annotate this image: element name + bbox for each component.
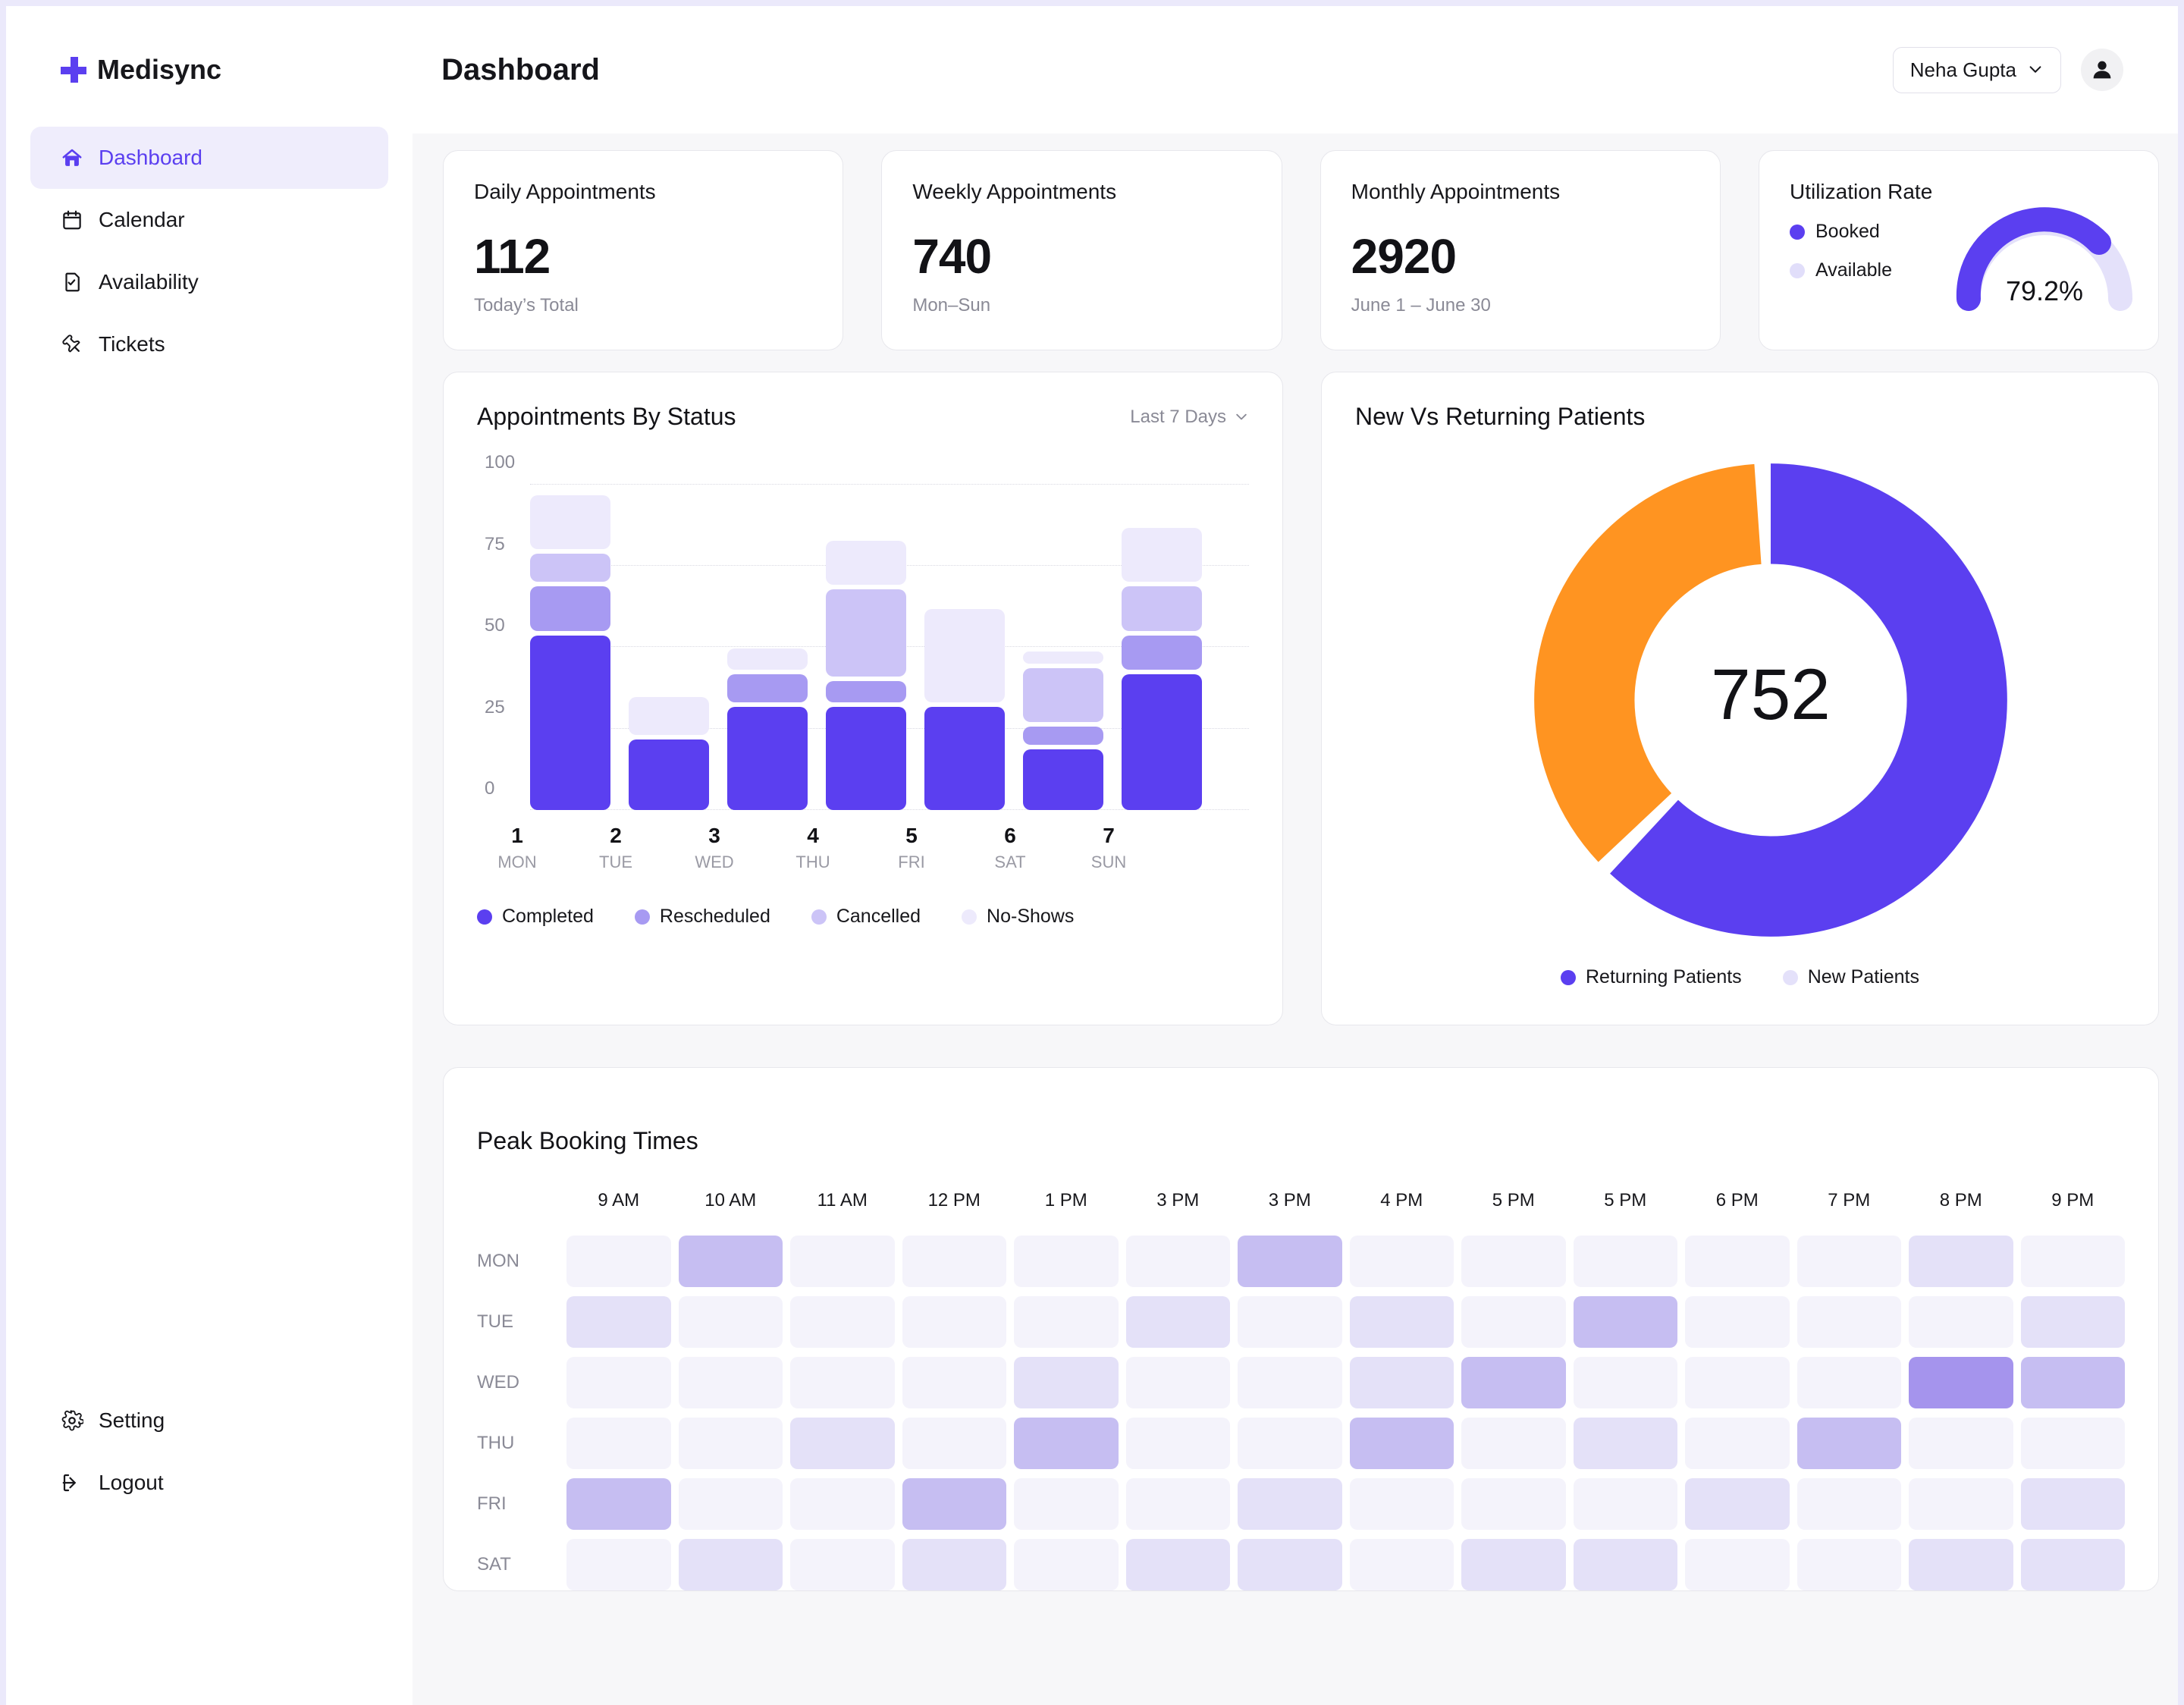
svg-text:79.2%: 79.2%	[2006, 275, 2083, 306]
svg-text:752: 752	[1711, 655, 1831, 735]
